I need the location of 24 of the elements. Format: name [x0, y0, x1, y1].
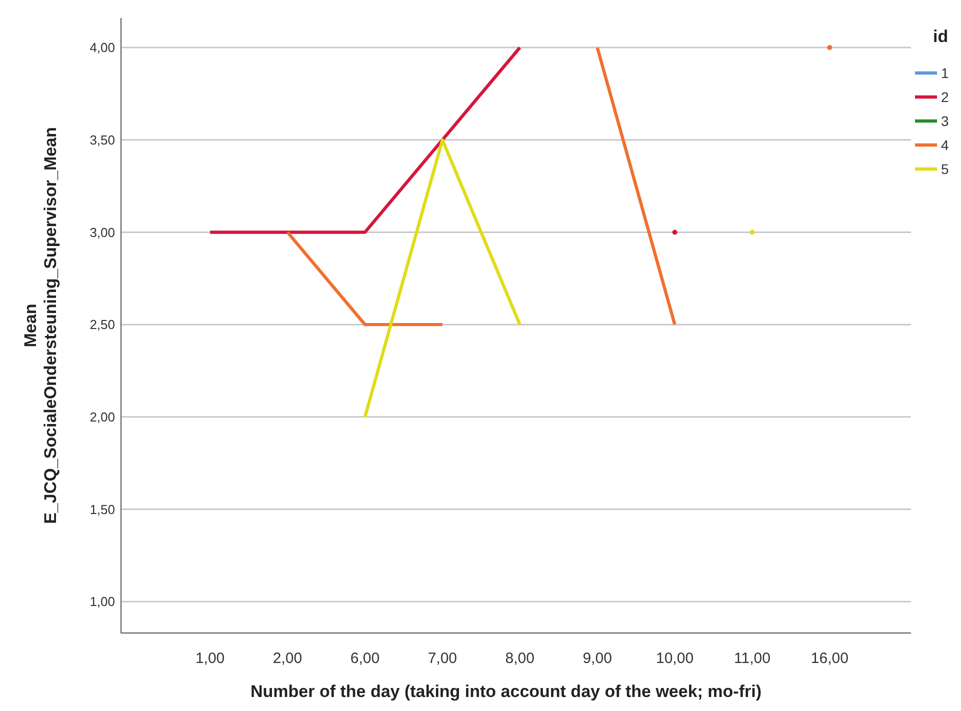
y-tick-label: 2,00 [90, 409, 115, 424]
legend-label: 3 [941, 112, 949, 129]
x-tick-label: 9,00 [582, 650, 612, 667]
legend-label: 5 [941, 160, 949, 177]
y-tick-label: 1,00 [90, 594, 115, 610]
x-tick-label: 2,00 [272, 650, 302, 667]
legend-label: 4 [941, 136, 949, 153]
x-tick-label: 1,00 [195, 650, 225, 667]
x-tick-label: 10,00 [656, 650, 694, 667]
y-tick-label: 3,50 [90, 132, 115, 148]
x-tick-label: 16,00 [810, 650, 848, 667]
y-tick-label: 1,50 [90, 502, 115, 517]
legend-label: 1 [941, 64, 949, 81]
legend-label: 2 [941, 88, 949, 105]
x-tick-label: 6,00 [350, 650, 380, 667]
y-tick-label: 2,50 [90, 317, 115, 332]
y-axis-title: Mean E_JCQ_SocialeOndersteuning_Supervisor_Mean [21, 127, 60, 524]
y-tick-label: 4,00 [90, 40, 115, 56]
x-axis-title: Number of the day (taking into account day of the week; mo-fri) [250, 682, 762, 701]
x-tick-label: 7,00 [428, 650, 458, 667]
x-tick-label: 8,00 [505, 650, 534, 667]
y-tick-label: 3,00 [90, 224, 115, 240]
x-tick-label: 11,00 [734, 650, 770, 667]
legend-title: id [933, 27, 948, 46]
